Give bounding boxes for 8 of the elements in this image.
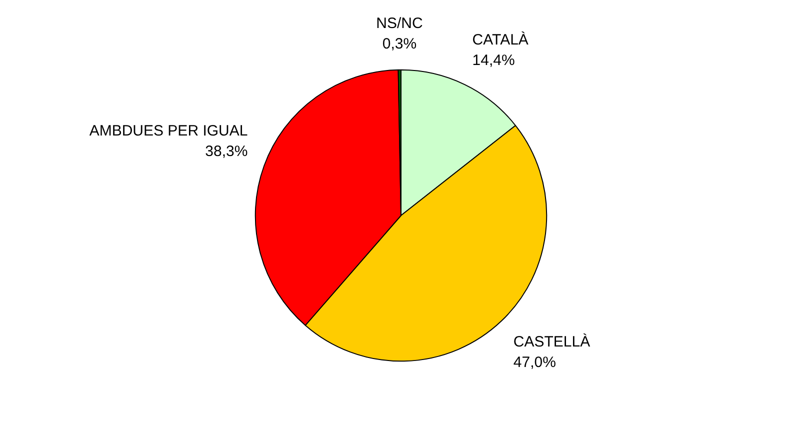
data-label: 47,0% — [513, 354, 556, 372]
slice-label: CASTELLÀ — [513, 332, 590, 351]
data-label: 14,4% — [472, 52, 515, 69]
slice-label: CATALÀ — [472, 30, 528, 48]
data-label: 38,3% — [205, 142, 248, 160]
data-label: 0,3% — [382, 35, 417, 52]
slice-label: NS/NC — [376, 14, 423, 32]
slice-label: AMBDUES PER IGUAL — [89, 122, 248, 140]
